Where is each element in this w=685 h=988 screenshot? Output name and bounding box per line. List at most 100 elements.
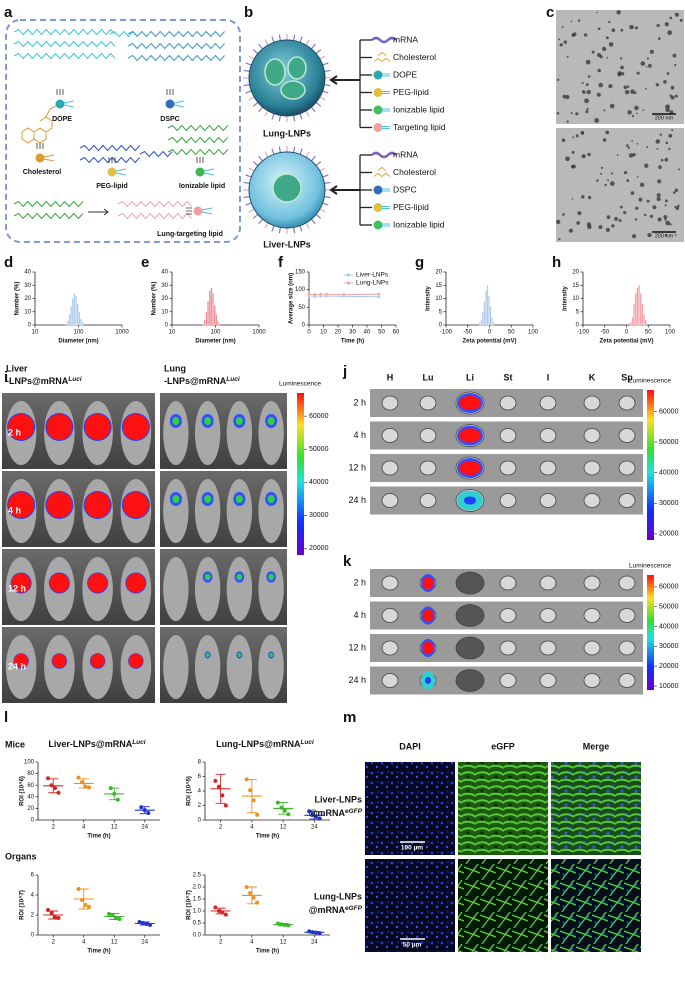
tem-particle [619,205,623,209]
particle-core [272,173,302,203]
point [282,808,287,813]
x-tick-label: 50 [508,330,515,336]
signal [422,576,434,590]
point [244,885,249,889]
micrograph [458,859,548,952]
signal [204,573,211,581]
mouse [226,635,253,699]
signal [128,653,144,669]
time-label: 12 h [8,583,26,593]
bar [215,314,218,326]
bar [488,295,490,326]
component-label: mRNA [393,149,418,159]
icon-tail [43,154,55,162]
organ [618,428,636,443]
organ [419,493,437,508]
point [255,900,260,905]
scale-label: 200 nm [655,115,674,121]
y-tick-label: 60 [27,783,34,789]
organ [583,608,601,623]
panel-label: c [546,4,554,21]
y-tick-label: 20 [572,270,579,276]
organ [539,575,557,591]
lipid-chain [127,42,225,50]
colorbar-tick-label: 50000 [659,439,679,446]
panel-label: i [4,369,8,386]
x-axis-label: Time (h) [256,949,279,955]
x-tick-label: 1000 [115,330,129,336]
tem-particle [609,103,615,109]
panel-label: j [342,363,347,380]
x-tick-label: -50 [600,330,609,336]
legend-marker [346,273,351,277]
mrna-icon [371,36,397,44]
colorbar-tick-label: 40000 [659,623,679,630]
organ [419,395,437,411]
signal [459,460,481,476]
x-tick-label: 4 [250,825,254,831]
bar [483,300,486,326]
lipid-icon [373,203,383,212]
tem-particle [657,179,662,184]
y-axis-label: Intensity [426,286,432,311]
component-label: PEG-lipid [393,202,429,212]
point [279,805,284,810]
y-axis-label: ROI (10^6) [20,776,26,806]
signal [204,417,212,425]
signal [84,414,111,440]
x-tick-label: 1000 [252,330,266,336]
x-axis-label: Zeta potential (mV) [599,339,653,345]
point [314,814,319,819]
point [146,811,151,816]
bar [492,322,495,326]
signal [172,495,180,503]
x-tick-label: 2 [52,940,56,946]
organ [381,460,399,476]
lipid-icon-tail [382,91,390,94]
tem-particle [663,215,668,219]
tem-particle [630,89,635,94]
tem-particle [656,193,661,198]
organ [583,575,601,591]
x-tick-label: 0 [625,330,629,336]
tem-particle [577,19,581,22]
tem-particle [594,118,600,123]
x-tick-label: 0 [488,330,492,336]
tem-particle [597,27,601,31]
tem-particle [608,84,613,89]
tem-particle [602,46,607,52]
tem-particle [558,238,561,241]
y-tick-label: 0 [576,323,580,329]
mouse [258,401,284,465]
panel-label: d [4,254,13,271]
tem-particle [572,136,575,139]
point [324,292,329,297]
organ [539,428,557,443]
point [244,777,249,782]
bar [213,304,216,326]
lipid-label: DSPC [160,116,179,123]
point [46,908,50,912]
y-tick-label: 50 [298,305,305,311]
tem-particle [674,12,679,17]
tem-particle [587,75,591,78]
tem-particle [674,234,677,236]
lipid-chain [167,124,229,132]
y-tick-label: 0.0 [193,933,202,939]
mrna-icon [371,151,397,159]
point [376,292,381,297]
tem-particle [611,28,616,33]
organ [499,460,517,476]
tem-particle [657,217,662,222]
lipid-icon [373,123,383,132]
x-axis-label: Zeta potential (mV) [462,339,516,345]
tem-particle [648,63,652,68]
tem-particle [596,92,601,97]
tem-image [556,128,684,242]
point [76,775,81,780]
group-label: Liver [6,363,28,373]
tem-particle [591,50,595,54]
bar [629,322,632,326]
colorbar-tick-label: 20000 [659,663,679,670]
particle [248,39,326,117]
